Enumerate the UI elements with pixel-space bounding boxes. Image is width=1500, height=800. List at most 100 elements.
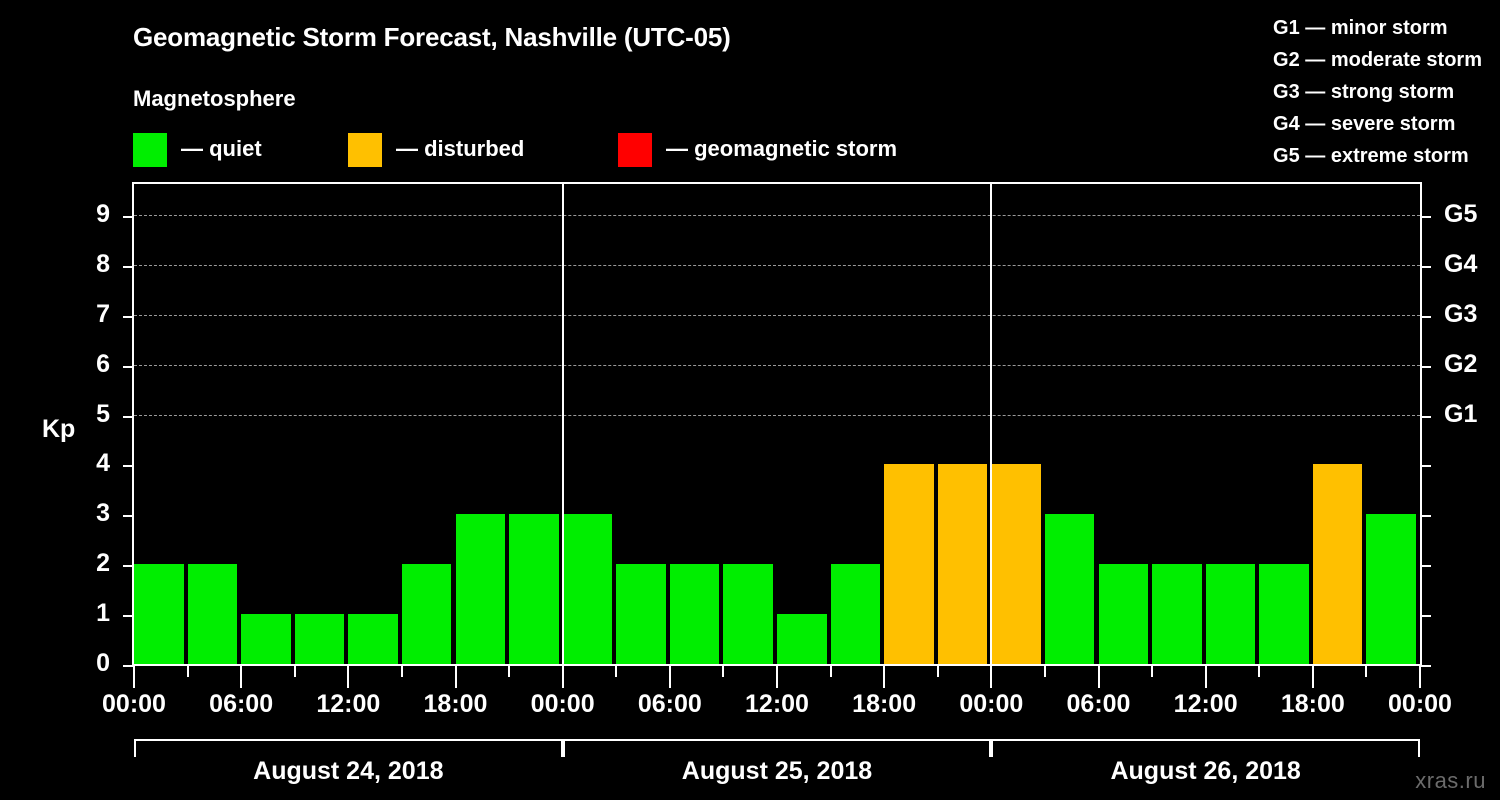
g-scale-line-5: G5 — extreme storm [1273, 145, 1469, 167]
x-axis-label-1: 06:00 [209, 690, 274, 718]
x-tick-20 [1204, 666, 1207, 688]
bar-19 [1152, 564, 1202, 664]
x-axis-label-0: 00:00 [102, 690, 166, 718]
y-tick-right-5 [1420, 415, 1431, 418]
y-tick-right-8 [1420, 265, 1431, 268]
day-divider-2 [990, 184, 993, 664]
x-tick-23 [1365, 666, 1368, 677]
bar-23 [1366, 514, 1416, 664]
bar-21 [1259, 564, 1309, 664]
y-axis-label-8: 8 [96, 249, 110, 278]
x-tick-15 [936, 666, 939, 677]
bar-20 [1205, 564, 1256, 664]
x-axis-label-10: 12:00 [1173, 690, 1238, 718]
x-tick-14 [883, 666, 886, 688]
gridline-kp-7 [134, 314, 1420, 316]
y-axis-label-0: 0 [96, 649, 110, 677]
x-axis-label-2: 12:00 [316, 690, 381, 718]
y-tick-right-1 [1420, 615, 1431, 618]
x-tick-11 [722, 666, 725, 677]
y-axis-label-3: 3 [96, 499, 110, 528]
bar-10 [669, 564, 720, 664]
y-tick-0 [123, 665, 134, 667]
bar-group [134, 184, 1420, 664]
y-tick-7 [123, 315, 134, 318]
y-tick-right-3 [1420, 515, 1431, 518]
y-tick-right-2 [1420, 565, 1431, 568]
legend-label-quiet: — quiet [181, 136, 262, 161]
bar-16 [991, 464, 1041, 664]
y-tick-4 [123, 465, 134, 468]
x-axis-label-11: 18:00 [1280, 690, 1345, 718]
g-level-label-G3: G3 [1444, 299, 1478, 328]
x-tick-6 [454, 666, 457, 688]
x-tick-16 [990, 666, 993, 688]
bar-18 [1098, 564, 1149, 664]
legend-swatch-disturbed [348, 133, 382, 167]
y-tick-right-7 [1420, 315, 1431, 318]
x-tick-5 [400, 666, 403, 677]
x-tick-4 [347, 666, 350, 688]
x-axis-label-7: 18:00 [852, 690, 917, 718]
y-tick-8 [123, 265, 134, 268]
gridline-kp-6 [134, 364, 1420, 366]
date-label-3: August 26, 2018 [1110, 757, 1301, 785]
y-tick-5 [123, 415, 134, 418]
g-scale-line-3: G3 — strong storm [1273, 81, 1455, 103]
x-axis-label-3: 18:00 [423, 690, 488, 718]
bar-13 [830, 564, 881, 664]
bar-17 [1044, 514, 1095, 664]
x-tick-13 [829, 666, 832, 677]
legend-label-disturbed: — disturbed [396, 136, 525, 161]
legend-item-disturbed: — disturbed [348, 133, 524, 167]
y-tick-6 [123, 365, 134, 368]
bar-22 [1312, 464, 1363, 664]
bar-3 [294, 614, 345, 664]
x-axis-label-9: 06:00 [1066, 690, 1131, 718]
x-axis-label-8: 00:00 [959, 690, 1024, 718]
x-axis-label-4: 00:00 [530, 690, 595, 718]
bar-9 [616, 564, 666, 664]
legend-label-geomagnetic-storm: — geomagnetic storm [666, 136, 898, 161]
bar-0 [134, 564, 184, 664]
x-tick-19 [1151, 666, 1154, 677]
y-tick-right-4 [1420, 465, 1431, 468]
legend-swatch-geomagnetic-storm [618, 133, 652, 167]
bar-11 [723, 564, 773, 664]
plot-area [123, 182, 1431, 667]
date-bracket-1 [134, 739, 563, 757]
y-axis-label-1: 1 [96, 599, 110, 628]
date-bracket-2 [562, 739, 992, 757]
chart-subtitle: Magnetosphere [133, 86, 296, 111]
bar-2 [241, 614, 291, 664]
y-tick-3 [123, 515, 134, 518]
bar-7 [509, 514, 559, 664]
gridline-kp-8 [134, 264, 1420, 266]
bar-5 [401, 564, 452, 664]
date-bracket-3 [991, 739, 1420, 757]
x-tick-2 [240, 666, 243, 688]
g-scale-line-4: G4 — severe storm [1273, 113, 1456, 135]
page-title: Geomagnetic Storm Forecast, Nashville (U… [133, 22, 731, 52]
legend-item-geomagnetic-storm: — geomagnetic storm [618, 133, 897, 167]
g-level-label-G2: G2 [1444, 349, 1478, 378]
y-axis-label-7: 7 [96, 299, 110, 328]
x-tick-1 [186, 666, 189, 677]
bar-8 [562, 514, 613, 664]
y-axis-label-2: 2 [96, 549, 110, 578]
x-tick-21 [1258, 666, 1261, 677]
x-axis-label-5: 06:00 [637, 690, 702, 718]
legend-swatch-quiet [133, 133, 167, 167]
x-tick-12 [776, 666, 778, 688]
legend-item-quiet: — quiet [133, 133, 262, 167]
g-level-label-G5: G5 [1444, 199, 1478, 228]
y-tick-9 [123, 215, 134, 218]
y-axis-label-4: 4 [96, 449, 110, 478]
x-tick-9 [615, 666, 618, 677]
bar-14 [884, 464, 934, 664]
gridline-kp-5 [134, 414, 1420, 416]
x-tick-7 [508, 666, 511, 677]
date-label-2: August 25, 2018 [681, 757, 873, 785]
bar-15 [937, 464, 988, 664]
